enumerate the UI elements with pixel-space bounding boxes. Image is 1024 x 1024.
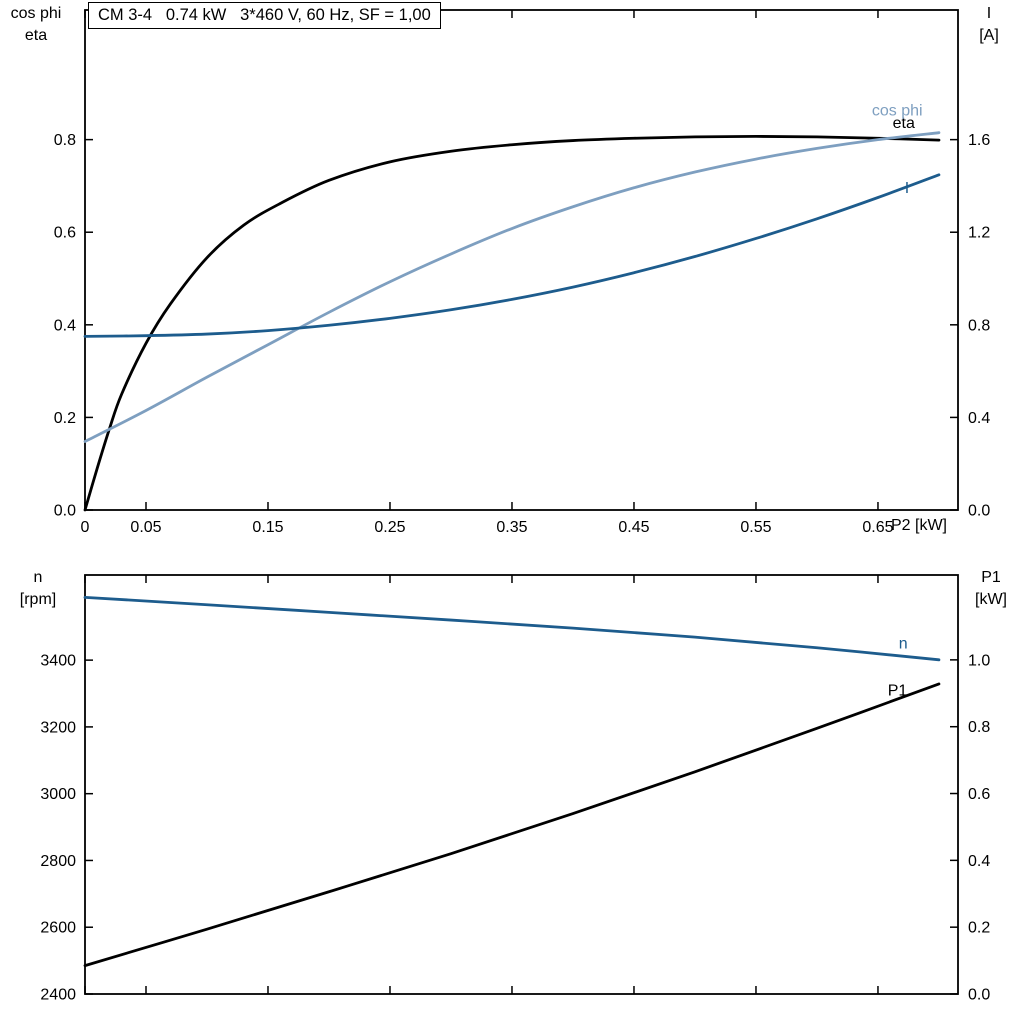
bottom-left-axis-title: n [rpm] xyxy=(0,567,76,611)
series-label-cos-phi: cos phi xyxy=(872,103,923,120)
right-tick-label: 0.0 xyxy=(968,987,990,1004)
left-tick-label: 2600 xyxy=(40,920,76,937)
left-tick-label: 0.6 xyxy=(54,225,76,242)
top-right-axis-title-line2: [A] xyxy=(979,27,999,44)
right-tick-label: 1.6 xyxy=(968,132,990,149)
left-tick-label: 0.8 xyxy=(54,132,76,149)
series-I xyxy=(83,173,941,338)
bottom-right-axis-title-line2: [kW] xyxy=(975,591,1007,608)
x-tick-label: 0.15 xyxy=(252,519,283,536)
series-cos-phi xyxy=(83,131,941,443)
x-tick-label: 0.05 xyxy=(130,519,161,536)
left-tick-label: 0.2 xyxy=(54,410,76,427)
top-chart-frame xyxy=(84,9,959,511)
series-label-eta: eta xyxy=(893,115,915,132)
series-label-n: n xyxy=(899,635,908,652)
x-tick-label: 0.25 xyxy=(374,519,405,536)
series-label-I: I xyxy=(905,180,909,197)
chart-title: CM 3-4 0.74 kW 3*460 V, 60 Hz, SF = 1,00 xyxy=(88,2,441,29)
right-tick-label: 1.2 xyxy=(968,225,990,242)
top-right-axis-title-line1: I xyxy=(986,5,992,22)
left-tick-label: 2800 xyxy=(40,853,76,870)
bottom-right-axis-title: P1 [kW] xyxy=(958,567,1024,611)
right-tick-label: 0.2 xyxy=(968,920,990,937)
left-tick-label: 3000 xyxy=(40,786,76,803)
bottom-left-axis-title-line2: [rpm] xyxy=(19,591,57,608)
bottom-left-axis-title-line1: n xyxy=(33,569,43,586)
left-tick-label: 0.4 xyxy=(54,317,76,334)
x-tick-label: 0.55 xyxy=(740,519,771,536)
series-label-P1: P1 xyxy=(888,683,908,700)
bottom-chart-frame xyxy=(84,574,959,995)
top-left-axis-title: cos phi eta xyxy=(0,3,72,47)
x-tick-label: 0.45 xyxy=(618,519,649,536)
top-right-axis-title: I [A] xyxy=(958,3,1020,47)
series-P1 xyxy=(83,682,941,967)
series-n xyxy=(83,595,941,662)
left-tick-label: 3200 xyxy=(40,719,76,736)
x-axis-label: P2 [kW] xyxy=(890,517,947,534)
left-tick-label: 3400 xyxy=(40,653,76,670)
right-tick-label: 0.0 xyxy=(968,503,990,520)
right-tick-label: 1.0 xyxy=(968,652,990,669)
x-tick-label: 0 xyxy=(81,519,90,536)
right-tick-label: 0.6 xyxy=(968,786,990,803)
top-left-axis-title-line1: cos phi xyxy=(10,5,62,22)
right-tick-label: 0.8 xyxy=(968,317,990,334)
series-eta xyxy=(83,134,941,512)
bottom-right-axis-title-line1: P1 xyxy=(981,569,1001,586)
right-tick-label: 0.8 xyxy=(968,719,990,736)
left-tick-label: 2400 xyxy=(40,987,76,1004)
left-tick-label: 0.0 xyxy=(54,503,76,520)
right-tick-label: 0.4 xyxy=(968,410,990,427)
top-left-axis-title-line2: eta xyxy=(24,27,48,44)
right-tick-label: 0.4 xyxy=(968,853,990,870)
x-tick-label: 0.65 xyxy=(862,519,893,536)
x-tick-label: 0.35 xyxy=(496,519,527,536)
bottom-chart: 2400 2600 2800 3000 3200 3400 0.0 0.2 0.4 0.6 0.8 1… xyxy=(40,574,990,1004)
top-chart: 0 0.05 0.15 0.25 0.35 0.45 0.55 0.65 0.0 0.2 0.4 0.… xyxy=(54,9,990,536)
